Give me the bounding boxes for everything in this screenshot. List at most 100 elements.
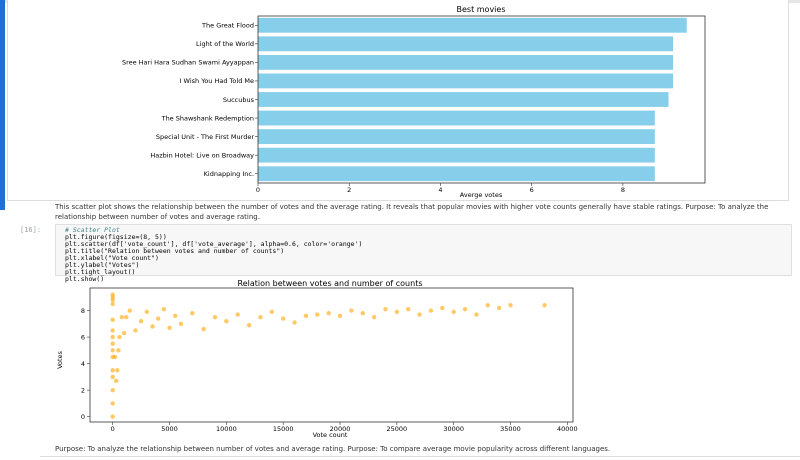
bar <box>258 110 655 126</box>
x-tick-label: 2 <box>347 186 351 194</box>
bar <box>258 147 655 163</box>
y-tick-label: 6 <box>81 333 85 341</box>
scatter-point <box>326 311 331 316</box>
bar-chart-output: Best movies The Great Flood Light of the … <box>7 0 789 201</box>
x-tick-label: 25000 <box>387 425 408 433</box>
bar <box>258 73 674 89</box>
scatter-point <box>110 292 115 297</box>
footer-markdown: Purpose: To analyze the relationship bet… <box>55 445 611 453</box>
code-editor[interactable]: # Scatter Plot plt.figure(figsize=(8, 5)… <box>55 224 792 283</box>
scatter-point <box>281 316 286 321</box>
x-tick-label: 15000 <box>273 425 294 433</box>
scatter-point <box>292 320 297 325</box>
scatter-point <box>117 334 122 340</box>
bar-category-label: Special Unit - The First Murder <box>156 133 255 141</box>
scatter-point <box>110 328 115 333</box>
scatter-point <box>121 330 127 336</box>
y-tick-label: 4 <box>81 360 85 368</box>
bar <box>258 129 655 145</box>
scatter-point <box>417 312 422 317</box>
scatter-chart: Relation between votes and number of cou… <box>56 279 578 439</box>
code-line: plt.xlabel("Vote count") <box>65 254 159 262</box>
scatter-point <box>462 307 468 312</box>
bar-chart-xlabel: Averge votes <box>460 191 503 199</box>
scatter-point <box>110 348 115 353</box>
scatter-point <box>110 301 115 307</box>
bar-category-label: The Great Flood <box>201 22 254 30</box>
bar-category-label: Sree Hari Hara Sudhan Swami Ayyappan <box>122 59 254 67</box>
scatter-point <box>212 314 218 320</box>
scatter-point <box>406 307 411 312</box>
bar <box>258 54 674 70</box>
scatter-point <box>155 316 161 321</box>
y-tick-label: 2 <box>81 386 85 394</box>
bar-chart-title: Best movies <box>457 5 506 14</box>
scatter-point <box>496 305 502 311</box>
scatter-point <box>394 309 400 315</box>
markdown-cell: This scatter plot shows the relationship… <box>55 203 769 221</box>
scatter-point <box>110 368 115 373</box>
x-tick-label: 4 <box>438 186 442 194</box>
scatter-point <box>115 368 120 373</box>
y-tick-label: 8 <box>81 307 85 315</box>
x-tick-label: 40000 <box>557 425 578 433</box>
scatter-point <box>138 318 144 324</box>
x-tick-label: 0 <box>256 186 260 194</box>
x-tick-label: 10000 <box>216 425 237 433</box>
code-line: plt.ylabel("Votes") <box>65 261 140 269</box>
bar-category-label: I Wish You Had Told Me <box>180 77 254 85</box>
y-tick-label: 0 <box>81 413 85 421</box>
bar-category-label: Kidnapping Inc. <box>204 170 254 178</box>
scatter-chart-xlabel: Vote count <box>313 431 348 439</box>
bar <box>258 92 669 107</box>
bar-chart: Best movies The Great Flood Light of the … <box>122 5 706 199</box>
scatter-point <box>110 387 115 393</box>
scatter-point <box>258 314 263 320</box>
scatter-point <box>190 311 195 316</box>
scatter-point <box>173 313 178 319</box>
scatter-point <box>360 311 365 316</box>
scatter-point <box>474 312 479 317</box>
scatter-point <box>110 414 115 419</box>
scatter-point <box>110 374 115 380</box>
code-line: plt.scatter(df['vote_count'], df['vote_a… <box>65 240 363 248</box>
scatter-point <box>337 313 343 319</box>
x-tick-label: 30000 <box>443 425 464 433</box>
scatter-point <box>110 334 115 340</box>
scatter-chart-frame <box>89 287 574 423</box>
scatter-point <box>178 321 184 327</box>
bar-category-label: Hazbin Hotel: Live on Broadway <box>150 151 254 159</box>
scatter-point <box>161 307 167 312</box>
scatter-point <box>440 305 445 311</box>
scatter-point <box>112 354 118 360</box>
active-cell-indicator <box>0 0 5 210</box>
cell-separator <box>40 456 800 457</box>
code-line: plt.title("Relation between votes and nu… <box>65 247 285 255</box>
scatter-point <box>116 348 121 353</box>
scatter-point <box>144 309 150 315</box>
scatter-point <box>110 297 115 303</box>
scatter-point <box>542 303 547 308</box>
scatter-point <box>485 303 490 308</box>
x-tick-label: 20000 <box>330 425 351 433</box>
scatter-point <box>383 307 388 312</box>
bar <box>258 17 687 33</box>
bar-category-label: Light of the World <box>196 40 254 48</box>
scatter-point <box>133 328 138 333</box>
bar <box>258 36 674 52</box>
scatter-point <box>119 314 125 320</box>
scatter-point <box>224 318 229 324</box>
scatter-point <box>246 322 252 328</box>
scatter-point <box>371 314 377 320</box>
bar-category-label: Succubus <box>223 96 255 104</box>
bar <box>258 166 655 182</box>
scatter-point <box>124 314 129 320</box>
scatter-point <box>127 308 132 313</box>
x-tick-label: 6 <box>530 186 534 194</box>
x-tick-label: 0 <box>111 425 115 433</box>
code-line: plt.show() <box>65 275 105 283</box>
code-line: plt.figure(figsize=(8, 5)) <box>65 233 167 241</box>
scatter-point <box>110 341 115 346</box>
scatter-point <box>167 325 172 331</box>
code-line: # Scatter Plot <box>65 226 120 234</box>
